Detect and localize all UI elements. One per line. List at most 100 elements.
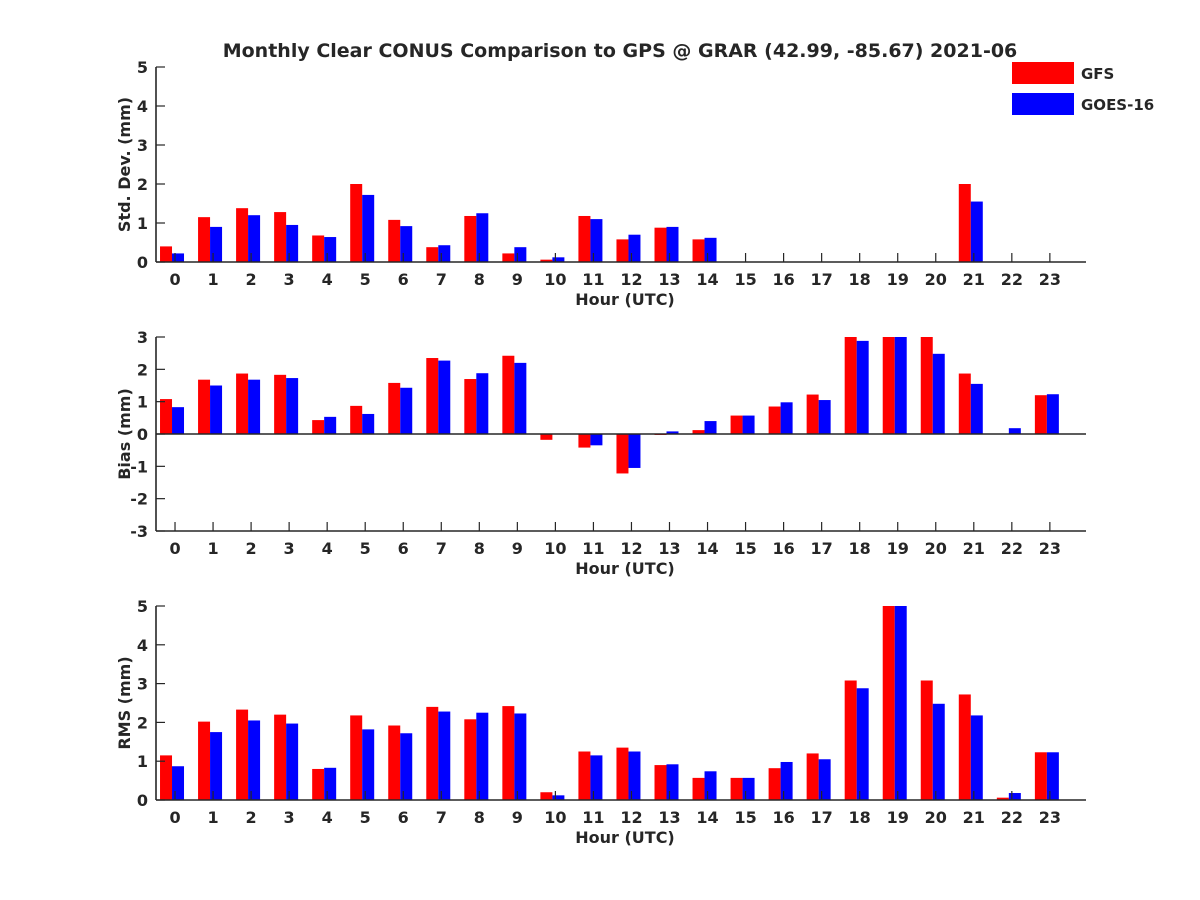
bar-gfs-12 [616, 434, 629, 474]
legend-label-goes-16: GOES-16 [1081, 96, 1154, 114]
bar-gfs-13 [654, 227, 667, 262]
x-tick-label: 15 [734, 539, 756, 558]
x-tick-label: 13 [658, 270, 680, 289]
bar-gfs-0 [160, 755, 173, 800]
bar-goes-16-21 [970, 383, 983, 434]
bar-goes-16-7 [438, 711, 451, 800]
x-tick-label: 17 [811, 270, 833, 289]
legend-swatch-gfs [1012, 62, 1074, 84]
x-tick-label: 4 [322, 539, 333, 558]
x-tick-label: 20 [925, 808, 947, 827]
x-tick-label: 5 [360, 539, 371, 558]
bar-gfs-7 [426, 706, 439, 800]
bar-goes-16-22 [1008, 793, 1021, 800]
series-gfs [160, 606, 1047, 800]
bar-goes-16-21 [970, 715, 983, 800]
x-tick-label: 1 [207, 808, 218, 827]
bar-gfs-13 [654, 765, 667, 800]
bar-gfs-22 [996, 797, 1009, 800]
bar-gfs-16 [768, 768, 781, 800]
bar-gfs-21 [958, 373, 971, 434]
x-tick-label: 8 [474, 808, 485, 827]
x-tick-label: 17 [811, 808, 833, 827]
x-tick-label: 9 [512, 270, 523, 289]
x-tick-label: 9 [512, 539, 523, 558]
bar-goes-16-9 [514, 362, 527, 434]
bar-goes-16-4 [324, 767, 337, 800]
bar-gfs-3 [274, 212, 287, 262]
bar-gfs-2 [236, 373, 249, 434]
bar-gfs-4 [312, 235, 325, 262]
y-axis-label: RMS (mm) [115, 656, 134, 749]
bar-gfs-1 [198, 217, 211, 262]
bar-goes-16-19 [894, 606, 907, 800]
x-tick-label: 3 [284, 808, 295, 827]
bar-goes-16-13 [666, 431, 679, 434]
y-tick-label: 1 [137, 214, 148, 233]
bar-gfs-4 [312, 768, 325, 800]
bar-goes-16-11 [590, 755, 603, 800]
x-tick-label: 20 [925, 270, 947, 289]
bar-goes-16-3 [286, 723, 299, 800]
x-tick-label: 6 [398, 270, 409, 289]
bar-gfs-10 [540, 434, 553, 440]
x-tick-label: 22 [1001, 270, 1023, 289]
x-tick-label: 23 [1039, 539, 1061, 558]
y-tick-label: 2 [137, 175, 148, 194]
x-tick-label: 18 [849, 270, 871, 289]
x-tick-label: 21 [963, 808, 985, 827]
x-tick-label: 5 [360, 808, 371, 827]
x-tick-label: 4 [322, 270, 333, 289]
bar-goes-16-3 [286, 378, 299, 434]
x-tick-label: 2 [246, 539, 257, 558]
bar-gfs-21 [958, 694, 971, 800]
x-tick-label: 1 [207, 539, 218, 558]
x-tick-label: 6 [398, 808, 409, 827]
x-tick-label: 22 [1001, 539, 1023, 558]
bar-goes-16-7 [438, 360, 451, 434]
x-tick-label: 10 [544, 270, 566, 289]
bar-gfs-4 [312, 420, 325, 434]
bar-gfs-15 [730, 415, 743, 434]
bar-goes-16-14 [704, 771, 717, 800]
bar-goes-16-2 [248, 379, 261, 434]
x-tick-label: 16 [772, 808, 794, 827]
bar-gfs-6 [388, 219, 401, 262]
y-tick-label: -1 [130, 457, 148, 476]
y-tick-label: 1 [137, 393, 148, 412]
y-tick-label: 2 [137, 360, 148, 379]
bar-goes-16-4 [324, 237, 337, 262]
x-tick-label: 3 [284, 539, 295, 558]
bar-gfs-19 [882, 606, 895, 800]
bar-goes-16-14 [704, 421, 717, 434]
bar-gfs-10 [540, 792, 553, 800]
bar-goes-16-23 [1046, 752, 1059, 800]
x-tick-label: 0 [169, 539, 180, 558]
legend: GFS GOES-16 [1012, 62, 1154, 115]
bar-gfs-11 [578, 215, 591, 262]
bar-goes-16-15 [742, 777, 755, 800]
bar-gfs-5 [350, 184, 363, 262]
x-tick-label: 13 [658, 539, 680, 558]
bar-goes-16-4 [324, 416, 337, 434]
series-goes-16 [172, 606, 1059, 800]
bar-goes-16-20 [932, 353, 945, 434]
x-tick-label: 7 [436, 270, 447, 289]
x-tick-label: 18 [849, 539, 871, 558]
bar-goes-16-21 [970, 201, 983, 262]
x-tick-label: 16 [772, 270, 794, 289]
bar-goes-16-11 [590, 219, 603, 262]
x-tick-label: 11 [582, 808, 604, 827]
bar-goes-16-6 [400, 733, 413, 800]
bar-gfs-17 [806, 394, 819, 434]
y-tick-label: -2 [130, 490, 148, 509]
bar-goes-16-2 [248, 215, 261, 262]
x-tick-label: 14 [696, 808, 718, 827]
series-goes-16 [172, 194, 983, 262]
bar-gfs-3 [274, 374, 287, 434]
bar-gfs-8 [464, 379, 477, 434]
x-tick-label: 1 [207, 270, 218, 289]
y-tick-label: 1 [137, 752, 148, 771]
